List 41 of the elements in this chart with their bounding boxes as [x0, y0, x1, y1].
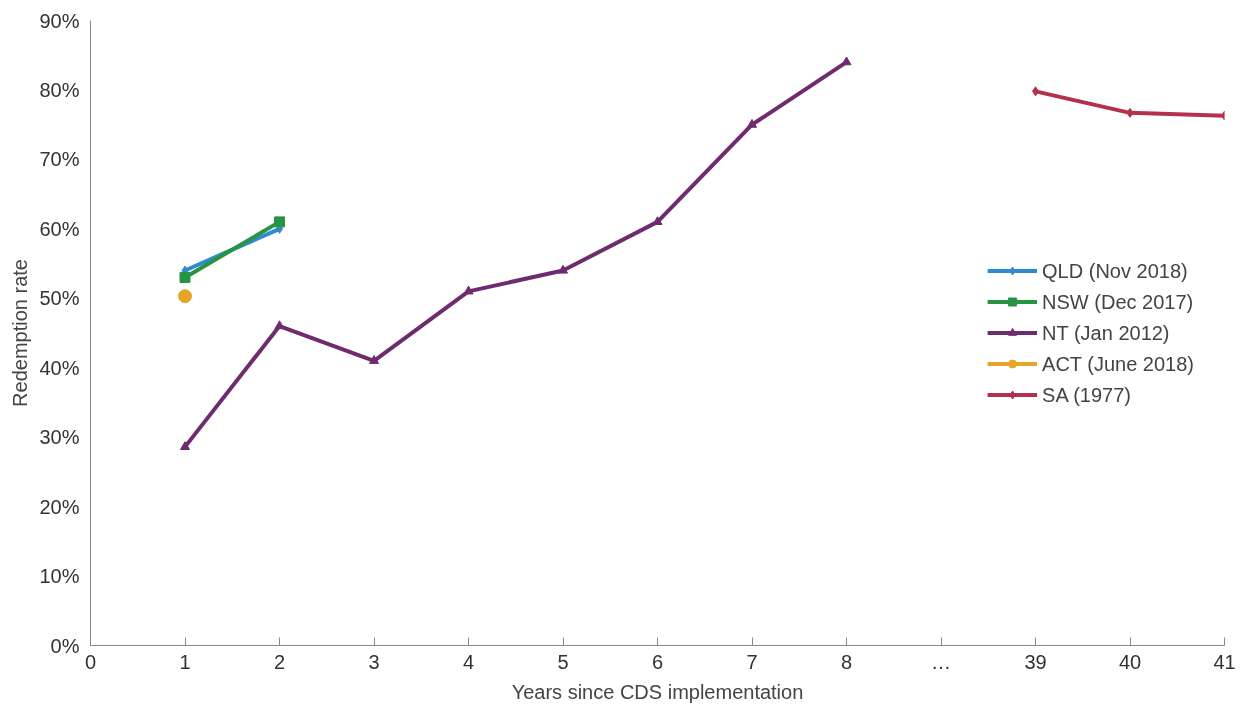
x-tick-label: 39: [1024, 650, 1047, 673]
y-tick-label: 10%: [39, 565, 80, 588]
point: [841, 56, 852, 66]
x-tick-label: 4: [462, 650, 475, 673]
point: [463, 285, 474, 295]
legend-label: QLD (Nov 2018): [1042, 259, 1188, 282]
point: [558, 264, 568, 274]
x-tick-label: 6: [651, 650, 664, 673]
y-tick-label: 30%: [39, 426, 80, 449]
x-tick-label: 0: [84, 650, 97, 673]
x-tick-label: 1: [179, 650, 191, 673]
point: [747, 118, 757, 128]
y-axis-title: Redemption rate: [9, 259, 32, 407]
x-tick-label: 2: [273, 650, 286, 673]
legend-label: NSW (Dec 2017): [1042, 290, 1194, 313]
point: [274, 216, 285, 228]
x-tick-label: 40: [1118, 650, 1142, 673]
y-tick-label: 40%: [39, 356, 80, 379]
x-tick-label: …: [931, 650, 951, 673]
x-tick-label: 8: [840, 650, 853, 673]
point: [1126, 107, 1134, 118]
y-tick-label: 60%: [39, 217, 80, 240]
x-axis-title: Years since CDS implementation: [511, 680, 804, 703]
x-tick-label: 41: [1213, 650, 1236, 673]
y-tick-label: 20%: [39, 495, 80, 518]
point: [274, 320, 285, 330]
legend-label: SA (1977): [1042, 383, 1132, 406]
y-tick-label: 70%: [39, 148, 80, 171]
y-tick-label: 0%: [50, 634, 80, 657]
point: [179, 271, 191, 283]
point: [178, 289, 192, 304]
point: [369, 355, 379, 364]
x-tick-label: 5: [557, 650, 569, 673]
y-tick-label: 80%: [39, 78, 80, 101]
y-tick-label: 50%: [39, 287, 80, 310]
x-tick-label: 7: [746, 650, 758, 673]
legend-label: ACT (June 2018): [1042, 352, 1194, 375]
x-tick-label: 3: [368, 650, 380, 673]
point: [180, 441, 190, 450]
legend-label: NT (Jan 2012): [1042, 321, 1170, 344]
y-tick-label: 90%: [39, 9, 80, 32]
